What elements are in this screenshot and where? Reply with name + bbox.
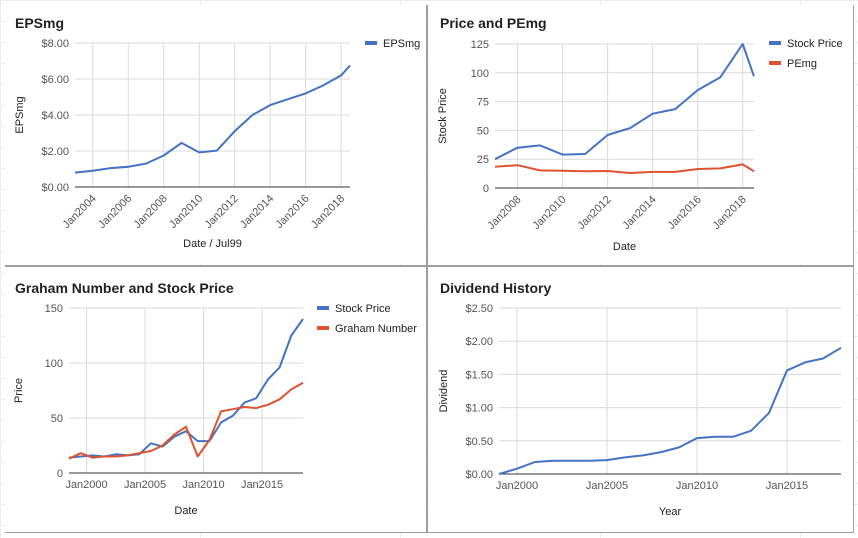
graham-legend-swatch xyxy=(317,326,329,330)
price_pe-legend-swatch xyxy=(769,41,781,45)
eps-chart-panel: EPSmg $0.00 $2.00 $4.00 $6.00 $8.00 Jan2004 Ja… xyxy=(5,5,425,264)
eps-ytick-label: $4.00 xyxy=(41,110,69,122)
graham-ytick-label: 50 xyxy=(51,413,63,425)
price_pe-xtick-label: Jan2008 xyxy=(485,194,523,232)
graham-series-line-1 xyxy=(68,381,304,460)
price_pe-xtick-label: Jan2012 xyxy=(575,194,613,232)
dividend-xtick-label: Jan2010 xyxy=(676,480,718,492)
eps-xtick-label: Jan2012 xyxy=(202,193,240,231)
price_pe-xtick-label: Jan2018 xyxy=(711,194,749,232)
eps-ytick-label: $2.00 xyxy=(41,146,69,158)
eps-chart-plot: $0.00$2.00$4.00$6.00$8.00Jan2004Jan2006J… xyxy=(14,38,420,250)
price_pe-ytick-label: 50 xyxy=(477,125,489,137)
eps-ytick-label: $0.00 xyxy=(41,182,69,194)
price_pe-series-line-0 xyxy=(494,43,755,161)
eps-x-axis-label: Date / Jul99 xyxy=(183,238,242,250)
graham-chart-title: Graham Number and Stock Price xyxy=(15,280,234,296)
price_pe-x-axis-label: Date xyxy=(613,241,636,253)
graham-legend-swatch xyxy=(317,306,329,310)
price_pe-xtick-label: Jan2010 xyxy=(530,194,568,232)
price_pe-legend-label: Stock Price xyxy=(787,38,843,50)
graham-chart-plot: 0 50 100 150 Jan2000 Jan2005 Jan2010 Jan2015 Dat… xyxy=(13,303,417,517)
dividend-chart-plot: $0.00 $0.50 $1.00 $1.50 $2.00 $2.50 Jan2000 Jan… xyxy=(438,303,842,518)
price_pe-ytick-label: 75 xyxy=(477,97,489,109)
graham-legend-label: Graham Number xyxy=(335,323,417,335)
eps-legend-swatch xyxy=(365,41,377,45)
dividend-chart-title: Dividend History xyxy=(440,280,552,296)
dividend-series-line-0 xyxy=(498,346,842,475)
price_pe-y-axis-label: Stock Price xyxy=(437,88,449,144)
eps-xtick-label: Jan2004 xyxy=(61,193,99,231)
graham-x-axis-label: Date xyxy=(174,505,197,517)
dividend-y-axis-label: Dividend xyxy=(438,370,450,413)
dividend-xtick-label: Jan2000 xyxy=(496,480,538,492)
dividend-ytick-label: $1.50 xyxy=(465,369,493,381)
graham-ytick-label: 150 xyxy=(45,303,63,315)
price_pe-xtick-label: Jan2014 xyxy=(620,194,658,232)
graham-xtick-label: Jan2015 xyxy=(241,479,283,491)
horizontal-divider xyxy=(5,265,853,267)
eps-chart-title: EPSmg xyxy=(15,15,65,31)
graham-xtick-label: Jan2000 xyxy=(65,479,107,491)
dividend-x-axis-label: Year xyxy=(659,506,682,518)
dividend-ytick-label: $2.50 xyxy=(465,303,493,315)
dividend-ytick-label: $2.00 xyxy=(465,336,493,348)
right-border xyxy=(853,5,854,532)
graham-xtick-label: Jan2005 xyxy=(124,479,166,491)
eps-ytick-label: $6.00 xyxy=(41,74,69,86)
price_pe-xtick-label: Jan2016 xyxy=(665,194,703,232)
dividend-ytick-label: $1.00 xyxy=(465,403,493,415)
dividend-chart-panel: Dividend History $0.00 $0.50 $1.00 $1.50 $2.… xyxy=(429,268,853,532)
graham-xtick-label: Jan2010 xyxy=(182,479,224,491)
graham-chart-panel: Graham Number and Stock Price 0 50 100 150 J… xyxy=(5,268,425,532)
price_pe-series-line-1 xyxy=(494,163,755,174)
price_pe-ytick-label: 25 xyxy=(477,154,489,166)
graham-legend-label: Stock Price xyxy=(335,303,391,315)
eps-xtick-label: Jan2016 xyxy=(273,193,311,231)
graham-ytick-label: 0 xyxy=(57,468,63,480)
dividend-xtick-label: Jan2015 xyxy=(766,480,808,492)
price_pe-legend-swatch xyxy=(769,61,781,65)
price_pe-ytick-label: 125 xyxy=(471,39,489,51)
price_pe-legend-label: PEmg xyxy=(787,58,817,70)
graham-series-line-0 xyxy=(68,318,304,459)
eps-xtick-label: Jan2008 xyxy=(131,193,169,231)
dividend-xtick-label: Jan2005 xyxy=(586,480,628,492)
dividend-ytick-label: $0.00 xyxy=(465,469,493,481)
eps-y-axis-label: EPSmg xyxy=(14,96,26,133)
eps-xtick-label: Jan2014 xyxy=(238,193,276,231)
eps-series-line-0 xyxy=(74,64,351,174)
eps-xtick-label: Jan2006 xyxy=(96,193,134,231)
eps-xtick-label: Jan2010 xyxy=(167,193,205,231)
eps-xtick-label: Jan2018 xyxy=(309,193,347,231)
bottom-border xyxy=(5,532,854,533)
price-pe-chart-title: Price and PEmg xyxy=(440,15,547,31)
vertical-divider xyxy=(426,5,428,532)
graham-y-axis-label: Price xyxy=(13,378,25,403)
graham-ytick-label: 100 xyxy=(45,358,63,370)
price_pe-ytick-label: 100 xyxy=(471,68,489,80)
eps-ytick-label: $8.00 xyxy=(41,38,69,50)
eps-legend-label: EPSmg xyxy=(383,38,420,50)
price-pe-chart-panel: Price and PEmg 0 25 50 75 100 125 Jan2008 Jan20… xyxy=(429,5,853,264)
dividend-ytick-label: $0.50 xyxy=(465,436,493,448)
price_pe-ytick-label: 0 xyxy=(483,183,489,195)
